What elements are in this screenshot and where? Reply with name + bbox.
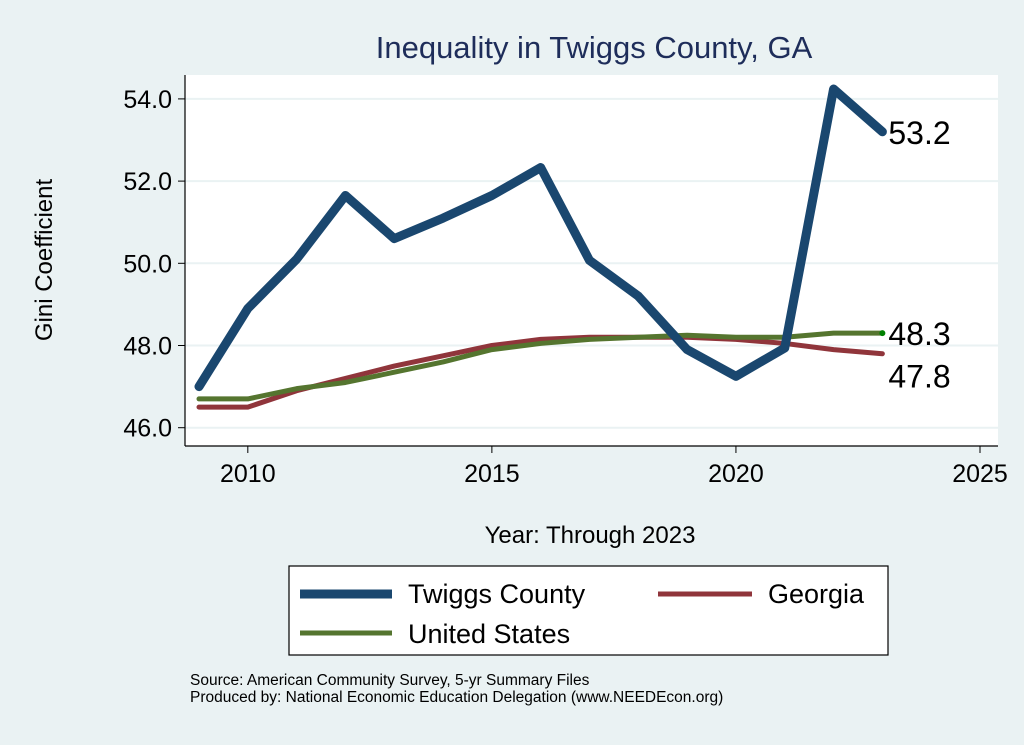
y-tick-label: 50.0 [123,250,172,278]
legend-label-twiggs: Twiggs County [408,579,586,609]
end-value-label: 48.3 [888,316,950,352]
y-tick-label: 52.0 [123,168,172,196]
legend-label-georgia: Georgia [768,579,865,609]
source-note: Source: American Community Survey, 5-yr … [190,672,590,689]
legend: Twiggs County Georgia United States [288,565,889,656]
series-line-united-states [196,330,885,402]
y-tick-label: 46.0 [123,415,172,443]
y-axis-label: Gini Coefficient [31,179,58,342]
x-tick-label: 2020 [708,460,764,488]
x-tick-label: 2010 [220,460,276,488]
end-marker-us [879,330,886,337]
chart-title: Inequality in Twiggs County, GA [376,30,813,65]
legend-label-us: United States [408,619,570,649]
x-tick-label: 2025 [952,460,1008,488]
end-value-label: 47.8 [888,359,950,395]
producer-note: Produced by: National Economic Education… [190,689,724,706]
y-tick-label: 48.0 [123,333,172,361]
y-tick-label: 54.0 [123,86,172,114]
series-line-twiggs-county [194,84,887,392]
end-value-label: 53.2 [888,115,950,151]
x-tick-label: 2015 [464,460,520,488]
x-axis-label: Year: Through 2023 [485,522,696,549]
